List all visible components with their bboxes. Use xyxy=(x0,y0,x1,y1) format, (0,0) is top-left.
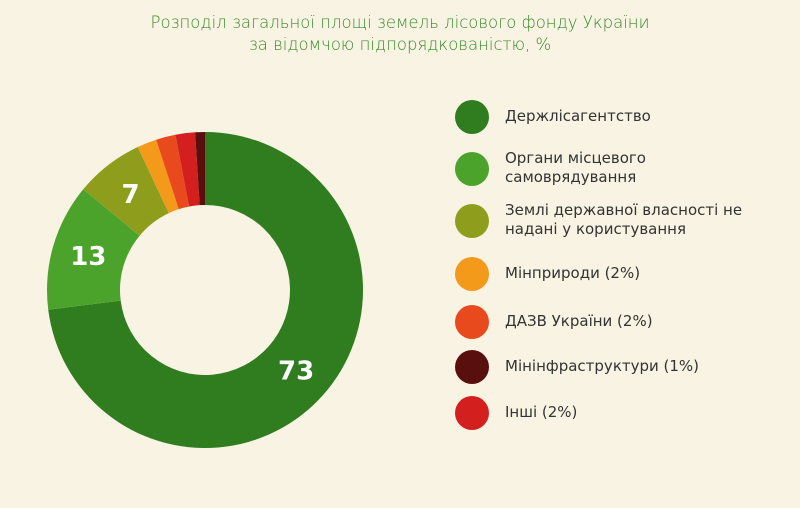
legend-label-line-1: Землі державної власності не xyxy=(505,201,743,219)
legend-label-line-1: Мінприроди (2%) xyxy=(505,264,641,282)
legend-label-line-1: Інші (2%) xyxy=(505,403,578,421)
legend-swatch xyxy=(455,100,489,134)
slice-value-label-1: 13 xyxy=(70,242,106,272)
donut-slice-0 xyxy=(48,132,363,448)
chart-title-line-1: Розподіл загальної площі земель лісового… xyxy=(150,13,650,32)
donut-slice-4 xyxy=(156,134,190,210)
legend-label: Мінприроди (2%) xyxy=(505,264,795,283)
legend-label: Землі державної власності не надані у кор… xyxy=(505,201,795,239)
legend-swatch xyxy=(455,257,489,291)
legend-label-line-1: Мінінфраструктури (1%) xyxy=(505,357,700,375)
legend-label: Органи місцевого самоврядування xyxy=(505,149,795,187)
legend-swatch xyxy=(455,396,489,430)
legend-label: Мінінфраструктури (1%) xyxy=(505,357,795,376)
legend-swatch xyxy=(455,350,489,384)
chart-title: Розподіл загальної площі земель лісового… xyxy=(0,12,800,56)
legend-label-line-1: Органи місцевого xyxy=(505,149,646,167)
legend-label-line-2: надані у користування xyxy=(505,220,686,238)
legend-swatch xyxy=(455,204,489,238)
donut-chart: 73 13 7 xyxy=(47,132,363,448)
legend-label: Держлісагентство xyxy=(505,107,795,126)
legend-label-line-1: Держлісагентство xyxy=(505,107,651,125)
donut-slice-1 xyxy=(47,189,140,310)
donut-slice-2 xyxy=(83,147,169,236)
legend-label: Інші (2%) xyxy=(505,403,795,422)
chart-title-line-2: за відомчою підпорядкованістю, % xyxy=(248,35,552,54)
legend-label-line-2: самоврядування xyxy=(505,168,637,186)
donut-slice-5 xyxy=(175,132,200,207)
legend-label-line-1: ДАЗВ України (2%) xyxy=(505,312,653,330)
donut-slice-6 xyxy=(195,132,205,206)
legend-swatch xyxy=(455,305,489,339)
legend-label: ДАЗВ України (2%) xyxy=(505,312,795,331)
slice-value-label-0: 73 xyxy=(278,356,314,386)
slice-value-label-2: 7 xyxy=(121,180,139,210)
donut-slice-3 xyxy=(137,139,179,214)
legend-swatch xyxy=(455,152,489,186)
